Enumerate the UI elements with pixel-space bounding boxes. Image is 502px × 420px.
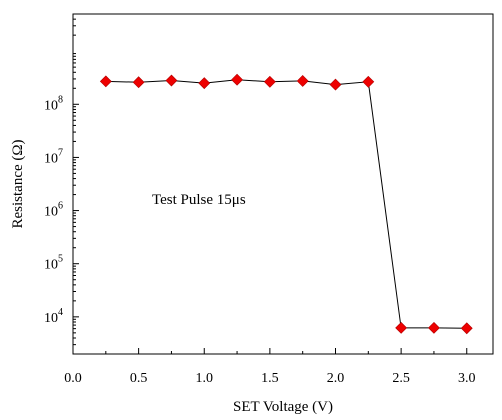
y-axis-title: Resistance (Ω)	[10, 139, 26, 228]
x-tick-label: 0.0	[64, 371, 82, 386]
x-tick-label: 1.0	[196, 371, 214, 386]
data-point	[132, 76, 145, 89]
y-tick-exponent: 5	[58, 254, 63, 265]
y-tick-exponent: 7	[58, 147, 63, 158]
x-tick-label: 3.0	[458, 371, 476, 386]
data-point	[296, 75, 309, 87]
data-point	[395, 321, 408, 334]
x-tick-label: 1.5	[261, 371, 279, 386]
y-tick-base: 10	[44, 311, 58, 326]
y-tick-exponent: 8	[58, 94, 63, 105]
series-markers	[99, 73, 473, 335]
data-point	[198, 77, 211, 90]
y-tick-label: 105	[44, 254, 63, 273]
plot-frame	[72, 13, 494, 355]
data-point	[428, 321, 440, 334]
data-point	[231, 73, 243, 86]
y-tick-label: 106	[44, 201, 63, 220]
y-tick-label: 108	[44, 94, 63, 113]
y-tick-base: 10	[44, 151, 58, 166]
data-point	[329, 78, 342, 91]
y-tick-exponent: 6	[58, 201, 63, 212]
x-tick-label: 2.0	[327, 371, 345, 386]
data-point	[263, 75, 276, 88]
y-tick-label: 107	[44, 147, 63, 166]
data-point	[165, 74, 178, 87]
x-axis-title: SET Voltage (V)	[233, 399, 333, 415]
annotation-text: Test Pulse 15μs	[152, 192, 246, 208]
data-point	[362, 75, 375, 88]
y-tick-base: 10	[44, 205, 58, 220]
x-tick-label: 0.5	[130, 371, 148, 386]
x-axis: 0.0 0.5 1.0 1.5 2.0 2.5 3.0	[64, 348, 476, 386]
y-tick-base: 10	[44, 98, 58, 113]
y-tick-label: 104	[44, 307, 63, 326]
data-point	[460, 322, 473, 335]
data-point	[99, 75, 112, 88]
y-tick-exponent: 4	[58, 307, 63, 318]
y-tick-base: 10	[44, 258, 58, 273]
x-tick-label: 2.5	[392, 371, 410, 386]
